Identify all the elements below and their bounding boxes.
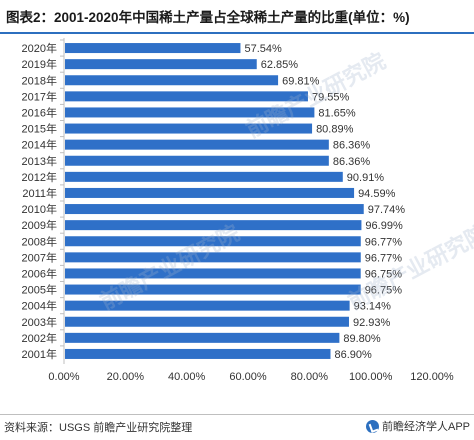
bar xyxy=(65,155,329,166)
y-tick-label: 2011年 xyxy=(22,186,57,200)
bar xyxy=(65,123,313,134)
bar xyxy=(65,284,361,295)
y-tick-label: 2014年 xyxy=(22,138,57,152)
bar xyxy=(65,332,340,343)
bar xyxy=(65,75,279,86)
y-tick-label: 2007年 xyxy=(22,250,57,264)
y-tick-label: 2006年 xyxy=(22,266,57,280)
x-tick-label: 40.00% xyxy=(168,371,206,383)
footer-divider xyxy=(0,414,474,415)
qianzhan-logo-icon xyxy=(365,419,379,433)
x-tick-label: 20.00% xyxy=(107,371,145,383)
bar xyxy=(65,171,343,182)
y-tick-label: 2012年 xyxy=(22,170,57,184)
bar xyxy=(65,220,362,231)
data-label: 89.80% xyxy=(343,333,381,345)
y-tick-label: 2018年 xyxy=(22,73,57,87)
data-label: 81.65% xyxy=(318,107,356,119)
data-label: 96.77% xyxy=(365,252,403,264)
bar xyxy=(65,204,364,215)
data-label: 86.36% xyxy=(333,156,371,168)
y-tick-label: 2003年 xyxy=(22,315,57,329)
y-tick-label: 2020年 xyxy=(22,41,57,55)
bar xyxy=(65,268,361,279)
bar xyxy=(65,252,361,263)
y-tick-label: 2009年 xyxy=(22,218,57,232)
bar-chart: 2020年 57.54% 2019年 62.85% 2018年 69.81% 2017年 79… xyxy=(0,36,474,410)
y-tick-label: 2005年 xyxy=(22,283,57,297)
y-tick-label: 2008年 xyxy=(22,234,57,248)
data-label: 62.85% xyxy=(261,59,299,71)
bar xyxy=(65,316,349,327)
x-tick-label: 0.00% xyxy=(48,371,79,383)
y-tick-label: 2019年 xyxy=(22,57,57,71)
brand: 前瞻经济学人APP xyxy=(365,418,470,434)
bar xyxy=(65,187,355,198)
data-label: 94.59% xyxy=(358,188,396,200)
bar xyxy=(65,236,361,247)
bar xyxy=(65,300,350,311)
bar xyxy=(65,348,331,359)
data-label: 90.91% xyxy=(347,172,385,184)
chart-title: 图表2：2001-2020年中国稀土产量占全球稀土产量的比重(单位：%) xyxy=(6,10,410,25)
data-label: 97.74% xyxy=(368,204,406,216)
y-tick-label: 2016年 xyxy=(22,105,57,119)
title-divider xyxy=(0,32,474,34)
data-label: 69.81% xyxy=(282,75,320,87)
bar xyxy=(65,107,315,118)
y-tick-label: 2001年 xyxy=(22,347,57,361)
y-tick-label: 2010年 xyxy=(22,202,57,216)
data-label: 93.14% xyxy=(354,301,392,313)
x-tick-label: 80.00% xyxy=(291,371,329,383)
bar xyxy=(65,43,241,54)
bar xyxy=(65,91,308,102)
data-label: 86.90% xyxy=(334,349,372,361)
source-note: 资料来源：USGS 前瞻产业研究院整理 xyxy=(4,422,193,434)
x-tick-label: 60.00% xyxy=(229,371,267,383)
x-tick-label: 120.00% xyxy=(410,371,454,383)
data-label: 96.75% xyxy=(365,268,403,280)
bar xyxy=(65,59,257,70)
bar-chart-svg: 2020年 57.54% 2019年 62.85% 2018年 69.81% 2017年 79… xyxy=(22,38,454,383)
y-tick-label: 2002年 xyxy=(22,331,57,345)
x-tick-label: 100.00% xyxy=(349,371,393,383)
data-label: 57.54% xyxy=(244,43,282,55)
data-label: 80.89% xyxy=(316,124,354,136)
data-label: 96.77% xyxy=(365,236,403,248)
data-label: 96.75% xyxy=(365,285,403,297)
bar xyxy=(65,139,329,150)
data-label: 92.93% xyxy=(353,317,391,329)
data-label: 86.36% xyxy=(333,140,371,152)
y-tick-label: 2013年 xyxy=(22,154,57,168)
brand-label: 前瞻经济学人APP xyxy=(381,421,470,433)
data-label: 79.55% xyxy=(312,91,350,103)
y-tick-label: 2004年 xyxy=(22,299,57,313)
data-label: 96.99% xyxy=(365,220,403,232)
y-tick-label: 2017年 xyxy=(22,89,57,103)
y-tick-label: 2015年 xyxy=(22,122,57,136)
